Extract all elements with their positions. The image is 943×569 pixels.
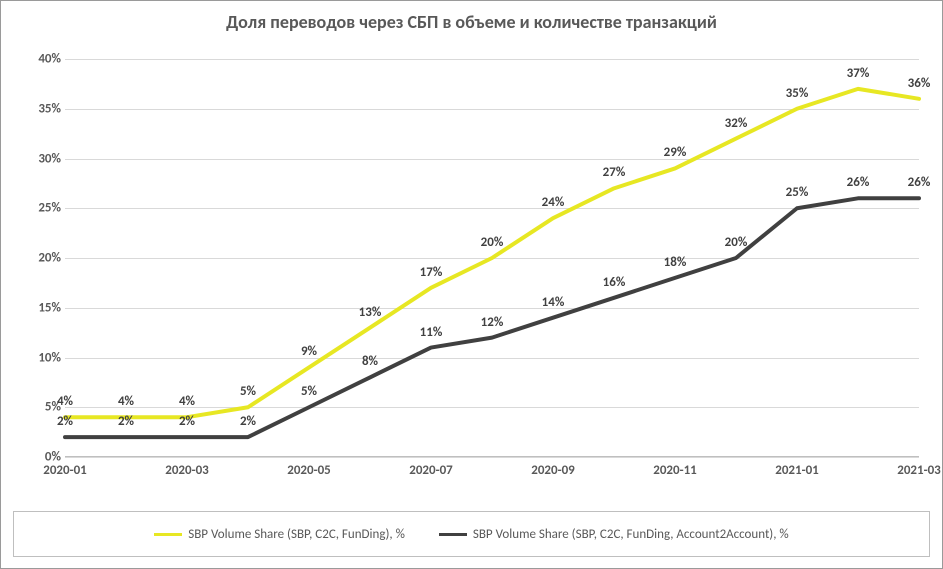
data-label: 37% — [847, 66, 870, 81]
legend: SBP Volume Share (SBP, C2C, FunDing), % S… — [13, 511, 930, 557]
data-label: 5% — [240, 384, 256, 399]
data-label: 5% — [301, 384, 317, 399]
data-label: 25% — [786, 185, 809, 200]
data-label: 18% — [664, 255, 687, 270]
x-tick-label: 2020-03 — [165, 463, 209, 478]
x-tick-label: 2020-05 — [287, 463, 331, 478]
series-line-0 — [65, 89, 919, 417]
data-label: 32% — [725, 116, 748, 131]
data-label: 29% — [664, 145, 687, 160]
x-tick-label: 2021-01 — [775, 463, 819, 478]
data-label: 2% — [240, 414, 256, 429]
legend-item: SBP Volume Share (SBP, C2C, FunDing), % — [154, 527, 405, 542]
data-label: 12% — [481, 315, 504, 330]
data-label: 16% — [603, 275, 626, 290]
x-tick-label: 2020-11 — [653, 463, 697, 478]
data-label: 20% — [725, 235, 748, 250]
data-label: 9% — [301, 344, 317, 359]
y-tick-label: 35% — [38, 101, 61, 116]
y-axis-labels: 0%5%10%15%20%25%30%35%40% — [17, 59, 61, 457]
x-tick-label: 2020-07 — [409, 463, 453, 478]
data-label: 26% — [847, 175, 870, 190]
y-tick-label: 15% — [38, 300, 61, 315]
y-tick-label: 20% — [38, 251, 61, 266]
x-tick-label: 2021-03 — [897, 463, 941, 478]
data-label: 24% — [542, 195, 565, 210]
gridline — [65, 457, 919, 458]
x-tick-label: 2020-01 — [43, 463, 87, 478]
y-tick-label: 40% — [38, 52, 61, 67]
data-label: 2% — [57, 414, 73, 429]
y-tick-label: 10% — [38, 350, 61, 365]
x-tick-label: 2020-09 — [531, 463, 575, 478]
data-label: 14% — [542, 295, 565, 310]
data-label: 20% — [481, 235, 504, 250]
legend-label: SBP Volume Share (SBP, C2C, FunDing), % — [188, 527, 405, 542]
legend-swatch — [439, 533, 467, 536]
data-label: 36% — [908, 76, 931, 91]
data-label: 4% — [57, 394, 73, 409]
y-tick-label: 30% — [38, 151, 61, 166]
legend-item: SBP Volume Share (SBP, C2C, FunDing, Acc… — [439, 527, 789, 542]
data-label: 26% — [908, 175, 931, 190]
data-label: 2% — [179, 414, 195, 429]
data-label: 11% — [420, 325, 443, 340]
plot-area: 0%5%10%15%20%25%30%35%40% 2020-012020-03… — [65, 59, 919, 457]
legend-label: SBP Volume Share (SBP, C2C, FunDing, Acc… — [473, 527, 789, 542]
data-label: 4% — [179, 394, 195, 409]
data-label: 8% — [362, 354, 378, 369]
data-label: 27% — [603, 165, 626, 180]
chart-title: Доля переводов через СБП в объеме и коли… — [1, 11, 942, 33]
data-label: 17% — [420, 265, 443, 280]
legend-swatch — [154, 533, 182, 536]
data-label: 2% — [118, 414, 134, 429]
y-tick-label: 25% — [38, 201, 61, 216]
data-label: 4% — [118, 394, 134, 409]
data-label: 35% — [786, 86, 809, 101]
data-label: 13% — [359, 305, 382, 320]
